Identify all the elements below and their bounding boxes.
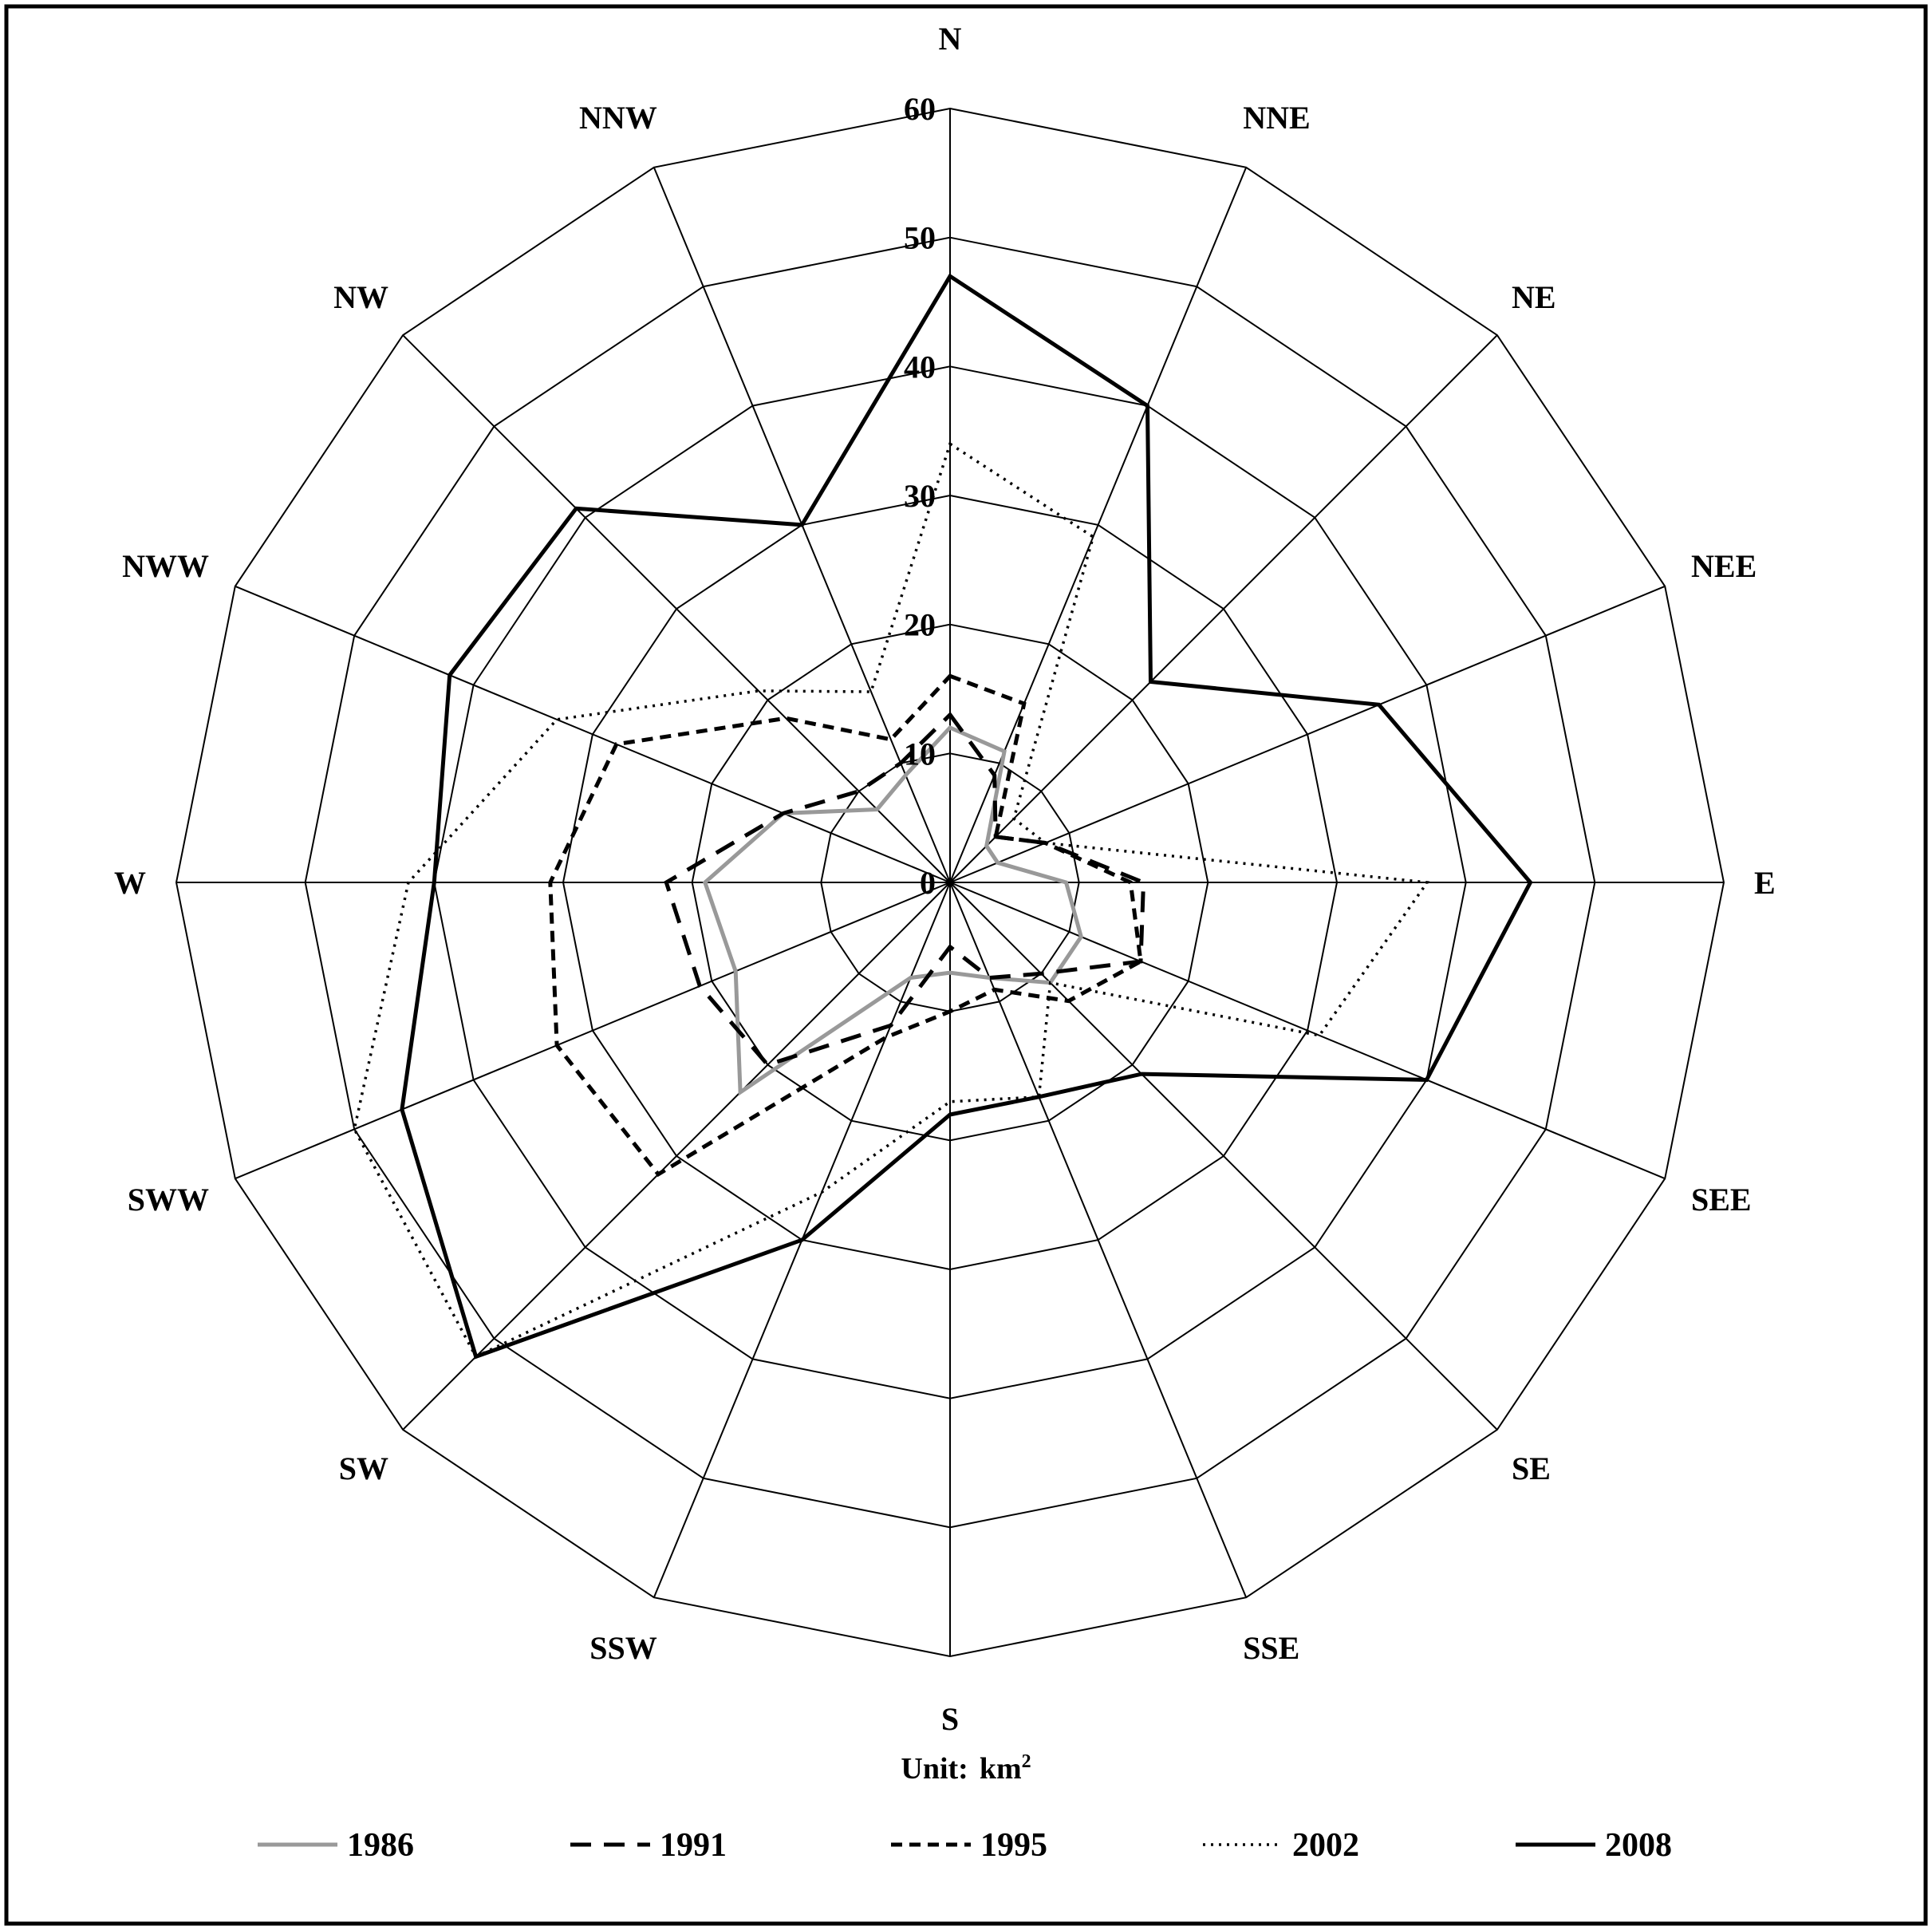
spoke-ne — [949, 334, 1498, 883]
tick-label-30: 30 — [904, 478, 936, 514]
tick-label-10: 10 — [904, 736, 936, 772]
spoke-nww — [235, 585, 951, 883]
spoke-nne — [949, 167, 1248, 883]
legend-label-2002: 2002 — [1292, 1827, 1359, 1864]
direction-label-nw: NW — [333, 279, 388, 315]
legend-label-1991: 1991 — [660, 1827, 727, 1864]
tick-label-0: 0 — [920, 865, 936, 901]
direction-label-see: SEE — [1691, 1182, 1752, 1218]
chart-frame — [4, 4, 1928, 1926]
legend-label-1995: 1995 — [980, 1827, 1047, 1864]
direction-label-sw: SW — [339, 1450, 388, 1486]
series-line-2008 — [400, 273, 1533, 1360]
direction-label-ssw: SSW — [589, 1630, 657, 1666]
tick-label-60: 60 — [904, 91, 936, 127]
spoke-sw — [402, 882, 951, 1431]
direction-label-sww: SWW — [128, 1182, 209, 1218]
direction-label-sse: SSE — [1243, 1630, 1299, 1666]
grid — [175, 107, 1725, 1658]
direction-label-w: W — [114, 865, 146, 901]
spoke-sse — [949, 882, 1248, 1598]
legend-label-2008: 2008 — [1605, 1827, 1672, 1864]
series-line-1995 — [548, 673, 1143, 1178]
direction-label-nnw: NNW — [579, 100, 657, 136]
tick-label-40: 40 — [904, 349, 936, 385]
series-layer — [353, 273, 1533, 1360]
legend-label-1986: 1986 — [347, 1827, 414, 1864]
spoke-sww — [235, 882, 951, 1180]
direction-label-n: N — [939, 21, 962, 57]
direction-label-nww: NWW — [122, 548, 209, 584]
legend: 1986 1991 1995 2002 2008 — [258, 1827, 1672, 1864]
direction-label-nne: NNE — [1243, 100, 1310, 136]
tick-label-50: 50 — [904, 220, 936, 256]
spoke-nw — [402, 334, 951, 883]
spoke-nee — [949, 585, 1666, 883]
direction-label-s: S — [941, 1701, 959, 1737]
series-line-1986 — [702, 725, 1084, 1096]
direction-label-ne: NE — [1512, 279, 1556, 315]
spoke-see — [949, 882, 1666, 1180]
tick-label-20: 20 — [904, 607, 936, 643]
unit-label: Unit: km2 — [901, 1751, 1031, 1786]
tick-labels: 0 10 20 30 40 50 60 — [904, 91, 936, 901]
direction-labels: N NNE NE NEE E SEE SE SSE S SSW SW SWW W NWW NW NNW — [114, 21, 1776, 1737]
direction-label-nee: NEE — [1691, 548, 1757, 584]
direction-label-se: SE — [1512, 1450, 1551, 1486]
direction-label-e: E — [1754, 865, 1776, 901]
